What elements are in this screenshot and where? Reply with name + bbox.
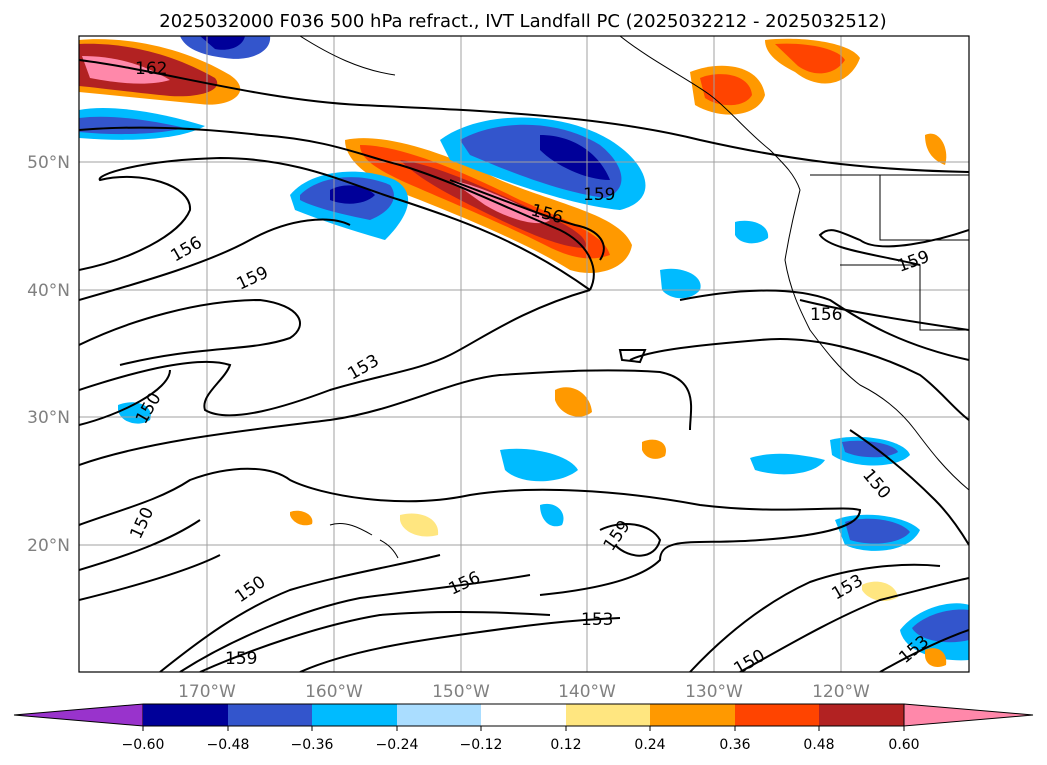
anomaly-negative-mid1 [500,448,578,482]
coastlines [299,36,969,559]
latitude-axis: 50°N 40°N 30°N 20°N [27,153,70,556]
longitude-tick-label: 160°W [305,682,363,702]
colorbar-swatch [143,704,228,726]
anomaly-positive-ne3 [925,133,947,165]
colorbar-tick-label: −0.60 [122,737,165,753]
colorbar-swatch [397,704,481,726]
anomaly-negative-nw-core [79,116,185,135]
latitude-tick-label: 50°N [27,153,70,173]
longitude-tick-label: 130°W [685,682,743,702]
colorbar-tick-label: −0.24 [376,737,419,753]
contour-label: 156 [810,305,842,325]
colorbar-swatch [481,704,566,726]
contour-labels: 162 156 159 156 159 159 156 153 150 150 … [126,59,933,672]
colorbar-tick-label: −0.48 [207,737,250,753]
figure-title: 2025032000 F036 500 hPa refract., IVT La… [159,11,886,32]
colorbar-swatch [650,704,735,726]
anomaly-positive-mid3 [400,513,439,537]
colorbar-swatch [819,704,904,726]
anomaly-negative-160w-core [330,185,375,204]
colorbar-tick-label: −0.36 [291,737,334,753]
colorbar-tick-label: 0.12 [550,737,581,753]
anomaly-positive-se1 [862,581,898,601]
shaded-anomalies [79,36,969,667]
latitude-tick-label: 40°N [27,281,70,301]
anomaly-positive-se2 [925,648,947,667]
longitude-axis: 170°W 160°W 150°W 140°W 130°W 120°W [178,682,870,702]
colorbar-tick-label: 0.36 [719,737,750,753]
colorbar-extend-min [13,703,144,727]
colorbar-swatch [566,704,650,726]
colorbar-swatch [228,704,312,726]
longitude-tick-label: 170°W [178,682,236,702]
contour-label: 162 [135,59,167,79]
height-contours [79,59,969,672]
longitude-tick-label: 120°W [812,682,870,702]
colorbar-tick-label: 0.24 [634,737,665,753]
anomaly-negative-se3-core [845,518,910,544]
anomaly-positive-mid4 [290,510,313,526]
anomaly-negative-top-core [200,36,245,50]
longitude-tick-label: 150°W [432,682,490,702]
anomaly-positive-mid2 [642,439,666,459]
contour-label: 159 [583,185,615,205]
colorbar-extend-max [903,703,1034,727]
longitude-tick-label: 140°W [558,682,616,702]
anomaly-negative-se1-core [842,440,898,458]
contour-label: 153 [581,610,613,630]
colorbar-tick-label: 0.48 [803,737,834,753]
anomaly-negative-band-mid [460,124,622,198]
anomaly-negative-mid3 [735,220,769,244]
latitude-tick-label: 20°N [27,536,70,556]
latitude-tick-label: 30°N [27,408,70,428]
anomaly-negative-band-core [540,135,610,180]
contour-label: 159 [225,649,257,669]
anomaly-positive-mid1 [555,387,592,417]
colorbar-swatch [312,704,397,726]
map-panel: 162 156 159 156 159 159 156 153 150 150 … [78,35,970,673]
anomaly-positive-ne2-core [775,43,845,74]
colorbar-tick-label: 0.60 [888,737,919,753]
colorbar-tick-label: −0.12 [460,737,503,753]
map-frame [78,35,970,673]
anomaly-negative-se2 [750,453,825,475]
anomaly-negative-se4-core [912,609,969,643]
anomaly-positive-band-core [450,180,550,224]
anomaly-negative-mid5 [540,503,564,527]
graticule [79,36,969,672]
colorbar: −0.60 −0.48 −0.36 −0.24 −0.12 0.12 0.24 … [13,703,1034,753]
anomaly-negative-mid2 [660,268,701,299]
colorbar-swatch [735,704,819,726]
